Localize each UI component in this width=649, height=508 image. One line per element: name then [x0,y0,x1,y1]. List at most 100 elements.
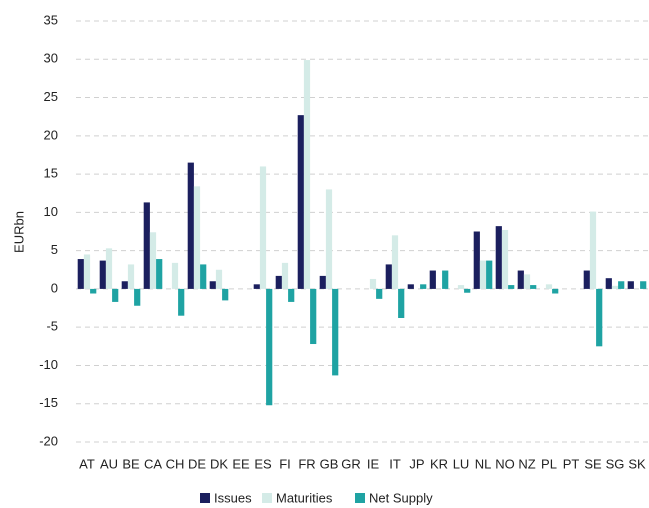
bar [508,285,515,289]
bar [369,278,377,289]
bar [442,270,449,289]
y-tick-label: 0 [51,280,58,295]
bar [193,186,201,289]
x-tick-label: GB [320,456,339,471]
bar [215,269,223,289]
x-tick-label: ES [254,456,272,471]
bar [596,288,603,347]
y-tick-label: 30 [44,51,58,66]
bar [391,235,399,289]
bar [222,288,229,301]
y-tick-label: -10 [39,357,58,372]
bar [605,278,612,289]
x-tick-label: NL [475,456,492,471]
x-tick-label: BE [122,456,140,471]
x-tick-label: JP [409,456,424,471]
bar [530,285,537,289]
x-tick-label: AT [79,456,95,471]
x-tick-label: FR [298,456,315,471]
bar [627,281,634,289]
bar [420,284,427,289]
bar [149,232,157,289]
bar [552,288,559,294]
legend-swatch [355,493,365,503]
x-tick-label: EE [232,456,250,471]
bar [523,274,531,289]
bar [583,270,590,289]
legend-label: Net Supply [369,490,433,505]
y-tick-label: -5 [46,319,58,334]
legend-label: Issues [214,490,252,505]
bar [385,264,392,289]
bar [171,262,179,289]
y-tick-label: -15 [39,395,58,410]
x-tick-label: SK [628,456,646,471]
x-tick-label: PT [563,456,580,471]
bar [479,260,487,289]
bar [332,288,339,376]
bar [187,162,194,289]
bar [288,288,295,302]
bar [495,226,502,289]
x-tick-label: DE [188,456,206,471]
bar [105,248,113,289]
bar [297,115,304,289]
bar [407,284,414,289]
y-tick-label: -20 [39,433,58,448]
legend-label: Maturities [276,490,333,505]
bar [77,259,84,289]
bar [376,288,383,299]
bar [473,231,480,289]
bar [429,270,436,289]
x-tick-label: SE [584,456,602,471]
bar [464,288,471,293]
bar [517,270,524,289]
y-tick-label: 10 [44,204,58,219]
bar [611,285,619,289]
x-tick-label: IT [389,456,401,471]
bar [486,260,493,289]
x-tick-label: CA [144,456,162,471]
bar [303,60,311,289]
bar [90,288,97,294]
bar [156,259,163,289]
y-tick-label: 35 [44,12,58,27]
bar [112,288,119,302]
bar [266,288,273,406]
x-tick-label: NO [495,456,515,471]
bar [83,254,91,289]
bar [545,284,553,289]
bar [589,211,597,289]
bar [398,288,405,318]
bar [501,229,509,289]
bar [178,288,185,316]
x-tick-label: KR [430,456,448,471]
bar [319,275,326,289]
legend-swatch [200,493,210,503]
bar [325,189,333,289]
y-tick-label: 25 [44,89,58,104]
bar [310,288,317,345]
bar [259,166,267,289]
x-tick-label: NZ [518,456,535,471]
bar [275,275,282,289]
bar [281,262,289,289]
x-tick-label: GR [341,456,361,471]
bar [127,264,135,289]
x-tick-label: IE [367,456,380,471]
bar [640,281,647,289]
bar [618,281,625,289]
y-tick-label: 5 [51,242,58,257]
bar [143,202,150,289]
x-tick-label: AU [100,456,118,471]
y-tick-label: 15 [44,166,58,181]
x-tick-label: LU [453,456,470,471]
bar [209,281,216,289]
bar [457,285,465,289]
x-tick-label: SG [606,456,625,471]
bar [134,288,141,306]
x-tick-label: DK [210,456,228,471]
y-tick-label: 20 [44,127,58,142]
bar [200,264,207,289]
